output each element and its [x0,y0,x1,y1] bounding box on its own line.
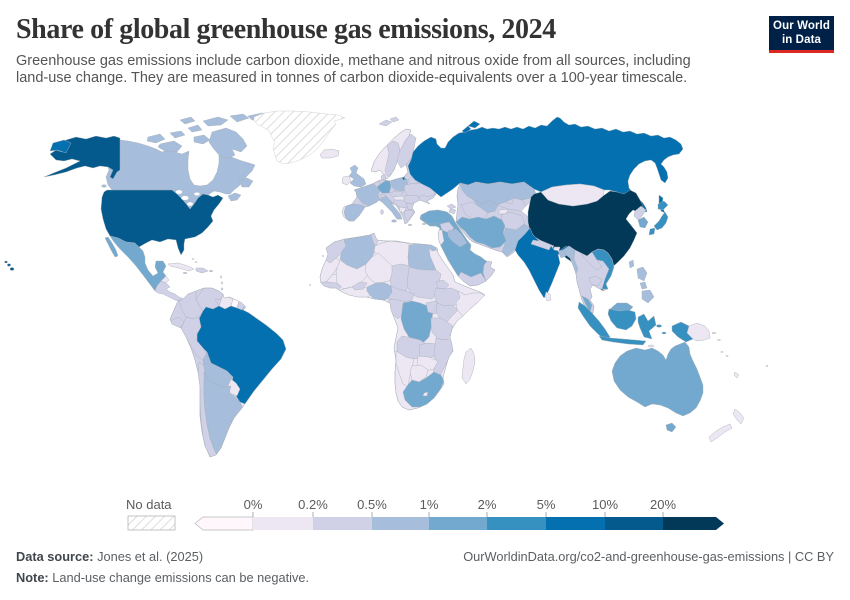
svg-text:5%: 5% [537,497,556,512]
svg-text:1%: 1% [420,497,439,512]
svg-text:20%: 20% [650,497,676,512]
svg-text:0%: 0% [244,497,263,512]
svg-text:0.2%: 0.2% [298,497,328,512]
svg-text:10%: 10% [592,497,618,512]
svg-text:0.5%: 0.5% [357,497,387,512]
svg-text:No data: No data [126,497,172,512]
svg-text:2%: 2% [478,497,497,512]
